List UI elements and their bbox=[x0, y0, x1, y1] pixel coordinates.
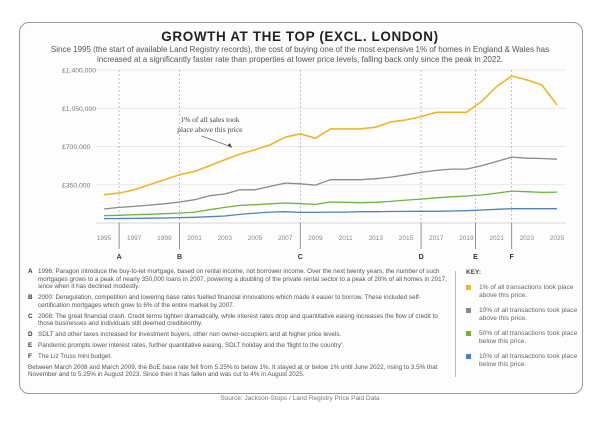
x-tick-label: 2009 bbox=[308, 235, 323, 242]
x-tick-label: 2015 bbox=[399, 235, 414, 242]
series-line-1 bbox=[103, 156, 558, 210]
legend-item: 10% of all transactions took place below… bbox=[466, 353, 586, 370]
note-text: SDLT and other taxes increased for inves… bbox=[38, 331, 342, 339]
annotation-arrowhead bbox=[227, 143, 232, 149]
note-letter: F bbox=[28, 352, 32, 360]
marker-label-a: A bbox=[117, 254, 122, 261]
x-tick-label: 2017 bbox=[429, 235, 444, 242]
series-line-3 bbox=[103, 208, 557, 220]
legend-swatch bbox=[466, 330, 471, 336]
marker-label-f: F bbox=[510, 254, 515, 261]
footnote: Between March 2008 and March 2009, the B… bbox=[28, 363, 438, 379]
y-tick-label: £1,400,000 bbox=[62, 68, 96, 75]
marker-label-e: E bbox=[473, 254, 478, 261]
annotation-line-2: place above this price bbox=[177, 125, 243, 134]
annotation-arrow bbox=[201, 135, 233, 148]
line-chart: £1,400,000 £1,050,000 £700,000 £350,000 1995… bbox=[62, 68, 566, 261]
note-text: The Liz Truss mini budget. bbox=[38, 352, 112, 360]
note-f: F The Liz Truss mini budget. bbox=[28, 353, 448, 361]
legend-item: 50% of all transactions took place below… bbox=[466, 330, 586, 347]
note-e: E Pandemic prompts lower interest rates, … bbox=[28, 342, 448, 350]
legend-swatch bbox=[466, 307, 471, 313]
note-d: D SDLT and other taxes increased for inve… bbox=[28, 331, 448, 339]
y-tick-label: £350,000 bbox=[62, 182, 91, 189]
legend-item: 10% of all transactions took place above… bbox=[466, 307, 586, 324]
note-letter: E bbox=[28, 341, 33, 349]
annotation-line-1: 1% of all sales took bbox=[180, 115, 239, 124]
note-letter: A bbox=[28, 268, 33, 275]
x-tick-label: 2005 bbox=[248, 235, 263, 242]
x-tick-label: 2001 bbox=[187, 235, 202, 242]
note-text: 2000: Deregulation, competition and lowe… bbox=[38, 294, 421, 309]
note-letter: D bbox=[28, 331, 33, 339]
note-a: A 1996: Paragon introduce the buy-to-let … bbox=[28, 268, 448, 291]
legend-label: 1% of all transactions took place above … bbox=[479, 283, 574, 300]
source-note: Source: Jackson-Stops / Land Registry Pr… bbox=[220, 395, 380, 402]
divider bbox=[455, 271, 456, 377]
marker-label-b: B bbox=[177, 254, 182, 261]
chart-title: GROWTH AT THE TOP (EXCL. LONDON) bbox=[161, 29, 439, 44]
x-tick-label: 2011 bbox=[339, 235, 353, 242]
chart-subtitle: Since 1995 (the start of available Land … bbox=[50, 45, 550, 64]
note-text: 2008: The great financial crash. Credit … bbox=[38, 312, 438, 328]
x-tick-label: 2021 bbox=[489, 235, 504, 242]
legend-title: KEY: bbox=[466, 269, 482, 276]
x-tick-label: 1999 bbox=[157, 235, 172, 242]
marker-label-c: C bbox=[298, 254, 303, 261]
note-text: Pandemic prompts lower interest rates, f… bbox=[38, 341, 344, 349]
note-c: C 2008: The great financial crash. Credit… bbox=[28, 313, 448, 328]
x-tick-label: 1995 bbox=[97, 235, 112, 242]
note-b: B 2000: Deregulation, competition and low… bbox=[28, 294, 448, 309]
note-text: 1996: Paragon introduce the buy-to-let m… bbox=[38, 268, 447, 291]
x-tick-label: 2025 bbox=[550, 235, 565, 242]
x-tick-label: 2019 bbox=[459, 235, 474, 242]
legend-item: 1% of all transactions took place above … bbox=[466, 284, 586, 301]
y-tick-label: £700,000 bbox=[62, 144, 91, 151]
note-letter: C bbox=[28, 312, 33, 320]
notes-list: A 1996: Paragon introduce the buy-to-let … bbox=[28, 268, 448, 379]
legend-label: 10% of all transactions took place below… bbox=[479, 352, 578, 369]
x-tick-label: 2023 bbox=[520, 235, 535, 242]
x-tick-label: 2013 bbox=[369, 235, 384, 242]
x-tick-label: 2007 bbox=[278, 235, 293, 242]
legend-label: 10% of all transactions took place above… bbox=[479, 306, 578, 323]
marker-label-d: D bbox=[419, 254, 424, 261]
legend-swatch bbox=[466, 353, 471, 359]
y-tick-label: £1,050,000 bbox=[62, 106, 96, 113]
series-line-0 bbox=[103, 75, 558, 196]
legend-label: 50% of all transactions took place below… bbox=[479, 329, 578, 346]
note-letter: B bbox=[28, 294, 33, 302]
x-tick-label: 1997 bbox=[127, 235, 142, 242]
x-tick-label: 2003 bbox=[218, 235, 233, 242]
legend: KEY: 1% of all transactions took place a… bbox=[466, 269, 586, 376]
legend-swatch bbox=[466, 284, 471, 290]
series-line-2 bbox=[103, 190, 558, 217]
